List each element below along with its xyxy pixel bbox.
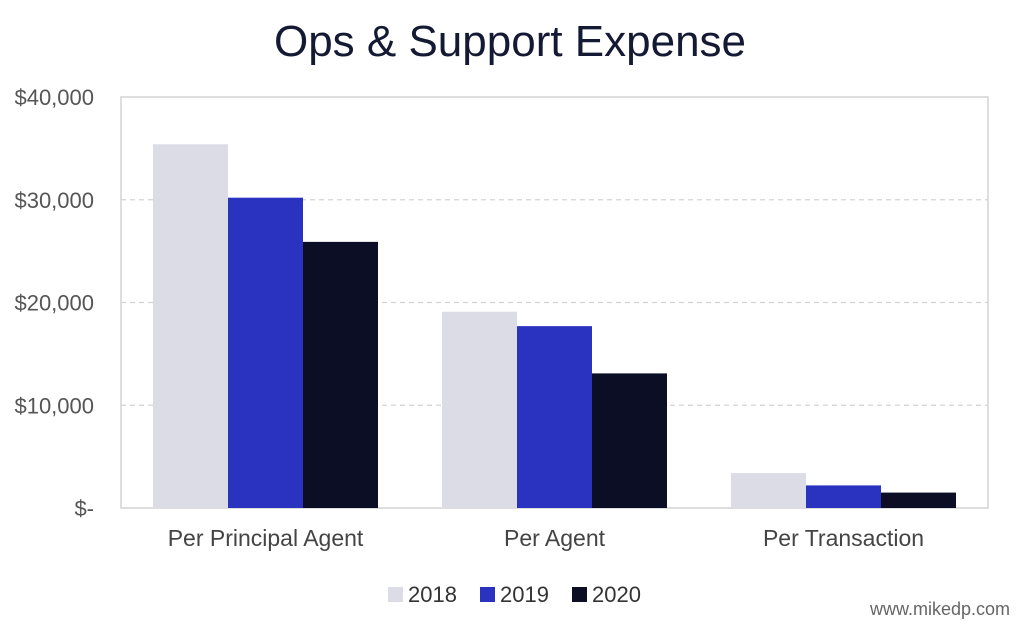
legend-label: 2019 <box>500 582 549 607</box>
bar <box>806 485 881 508</box>
y-axis-ticks: $- $10,000 $20,000 $30,000 $40,000 <box>14 85 94 521</box>
bar <box>731 473 806 508</box>
y-tick-label: $- <box>74 496 94 521</box>
bar <box>517 326 592 508</box>
bar <box>442 311 517 508</box>
y-tick-label: $20,000 <box>14 291 94 316</box>
legend: 2018 2019 2020 <box>388 582 641 607</box>
x-axis-labels: Per Principal Agent Per Agent Per Transact… <box>168 525 924 551</box>
bar <box>881 492 956 508</box>
category-label: Per Principal Agent <box>168 525 364 551</box>
legend-label: 2018 <box>408 582 457 607</box>
bar <box>228 197 303 508</box>
bar <box>153 144 228 508</box>
y-tick-label: $10,000 <box>14 393 94 418</box>
category-label: Per Agent <box>504 525 606 551</box>
y-tick-label: $40,000 <box>14 85 94 110</box>
legend-swatch <box>480 587 495 602</box>
bars <box>153 144 956 508</box>
bar <box>303 241 378 508</box>
legend-swatch <box>572 587 587 602</box>
category-label: Per Transaction <box>763 525 924 551</box>
chart-title: Ops & Support Expense <box>274 17 746 66</box>
legend-swatch <box>388 587 403 602</box>
legend-label: 2020 <box>592 582 641 607</box>
y-tick-label: $30,000 <box>14 188 94 213</box>
bar <box>592 373 667 508</box>
credit-text: www.mikedp.com <box>869 599 1010 619</box>
